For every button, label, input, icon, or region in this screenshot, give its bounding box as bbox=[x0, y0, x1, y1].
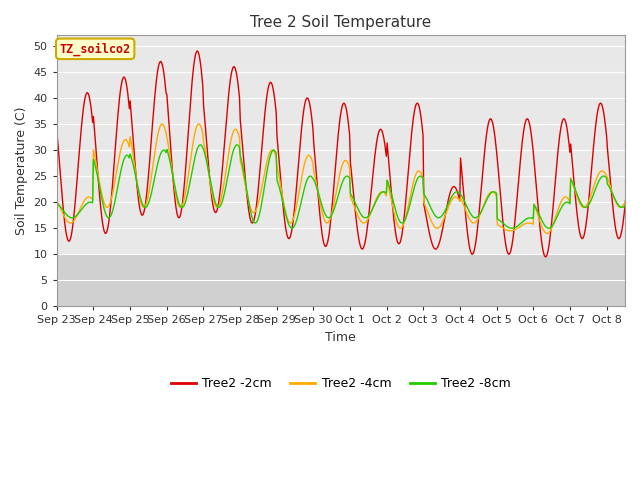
Tree2 -2cm bbox=[193, 48, 201, 54]
Tree2 -8cm bbox=[196, 142, 204, 148]
Tree2 -4cm bbox=[444, 204, 452, 210]
Tree2 -4cm bbox=[122, 137, 129, 143]
Tree2 -4cm bbox=[259, 177, 267, 183]
Tree2 -4cm bbox=[282, 208, 289, 214]
Tree2 -2cm bbox=[53, 127, 61, 132]
Tree2 -8cm bbox=[53, 200, 61, 206]
Line: Tree2 -4cm: Tree2 -4cm bbox=[57, 124, 640, 233]
Tree2 -8cm bbox=[444, 201, 452, 206]
Tree2 -2cm bbox=[122, 77, 129, 83]
Bar bbox=[57, 254, 625, 306]
Tree2 -8cm bbox=[508, 225, 516, 231]
Tree2 -2cm bbox=[412, 104, 419, 109]
Tree2 -2cm bbox=[444, 197, 452, 203]
Legend: Tree2 -2cm, Tree2 -4cm, Tree2 -8cm: Tree2 -2cm, Tree2 -4cm, Tree2 -8cm bbox=[166, 372, 516, 396]
Tree2 -8cm bbox=[230, 145, 238, 151]
Tree2 -2cm bbox=[282, 223, 289, 229]
Tree2 -8cm bbox=[282, 210, 289, 216]
Text: TZ_soilco2: TZ_soilco2 bbox=[60, 42, 131, 56]
Tree2 -4cm bbox=[230, 127, 238, 133]
Tree2 -4cm bbox=[412, 173, 419, 179]
Tree2 -4cm bbox=[159, 121, 166, 127]
Title: Tree 2 Soil Temperature: Tree 2 Soil Temperature bbox=[250, 15, 431, 30]
Tree2 -2cm bbox=[230, 64, 238, 70]
Line: Tree2 -8cm: Tree2 -8cm bbox=[57, 145, 640, 228]
Tree2 -8cm bbox=[122, 153, 129, 159]
Tree2 -8cm bbox=[259, 192, 267, 197]
Line: Tree2 -2cm: Tree2 -2cm bbox=[57, 51, 640, 257]
Y-axis label: Soil Temperature (C): Soil Temperature (C) bbox=[15, 107, 28, 235]
Tree2 -2cm bbox=[259, 129, 267, 134]
X-axis label: Time: Time bbox=[326, 331, 356, 344]
Tree2 -4cm bbox=[53, 198, 61, 204]
Tree2 -4cm bbox=[543, 230, 551, 236]
Tree2 -8cm bbox=[412, 181, 419, 187]
Tree2 -2cm bbox=[541, 254, 549, 260]
